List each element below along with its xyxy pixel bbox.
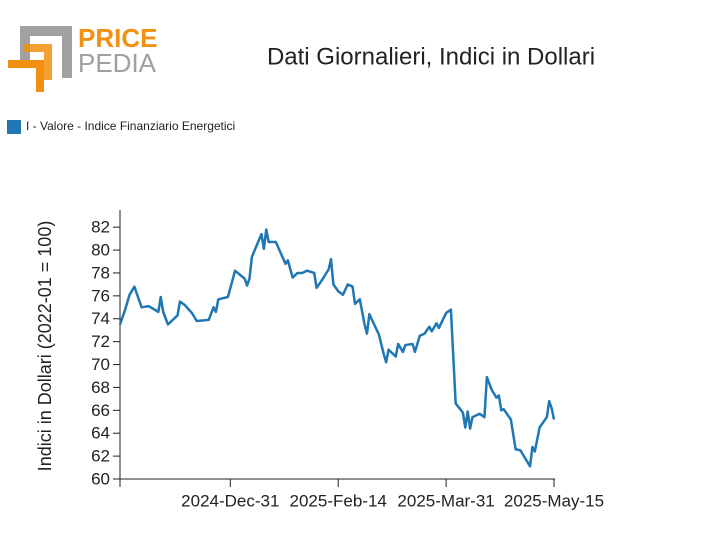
y-tick-label: 80 xyxy=(91,241,110,260)
y-tick-label: 66 xyxy=(91,401,110,420)
y-tick-label: 68 xyxy=(91,378,110,397)
legend-swatch xyxy=(7,120,21,134)
y-tick-label: 64 xyxy=(91,424,110,443)
chart-title: Dati Giornalieri, Indici in Dollari xyxy=(267,43,595,70)
x-tick-label: 2024-Dec-31 xyxy=(181,491,279,510)
x-tick-label: 2025-Mar-31 xyxy=(397,491,494,510)
logo-mark xyxy=(24,44,52,80)
logo-frame xyxy=(20,26,72,78)
y-tick-label: 62 xyxy=(91,447,110,466)
y-tick-label: 78 xyxy=(91,263,110,282)
x-tick-label: 2025-Feb-14 xyxy=(290,491,387,510)
y-axis-label: Indici in Dollari (2022-01 = 100) xyxy=(35,221,55,472)
logo-mark xyxy=(8,60,44,92)
logo-text: PEDIA xyxy=(78,48,157,78)
line-series xyxy=(118,228,556,468)
logo: PRICE PEDIA xyxy=(8,23,157,92)
logo-text: PRICE xyxy=(78,23,157,53)
y-tick-label: 74 xyxy=(91,309,110,328)
x-tick-label: 2025-May-15 xyxy=(504,491,604,510)
y-tick-label: 76 xyxy=(91,286,110,305)
legend-label: I - Valore - Indice Finanziario Energeti… xyxy=(26,119,235,133)
y-tick-label: 72 xyxy=(91,332,110,351)
y-tick-label: 60 xyxy=(91,469,110,488)
y-tick-label: 82 xyxy=(91,218,110,237)
y-tick-label: 70 xyxy=(91,355,110,374)
